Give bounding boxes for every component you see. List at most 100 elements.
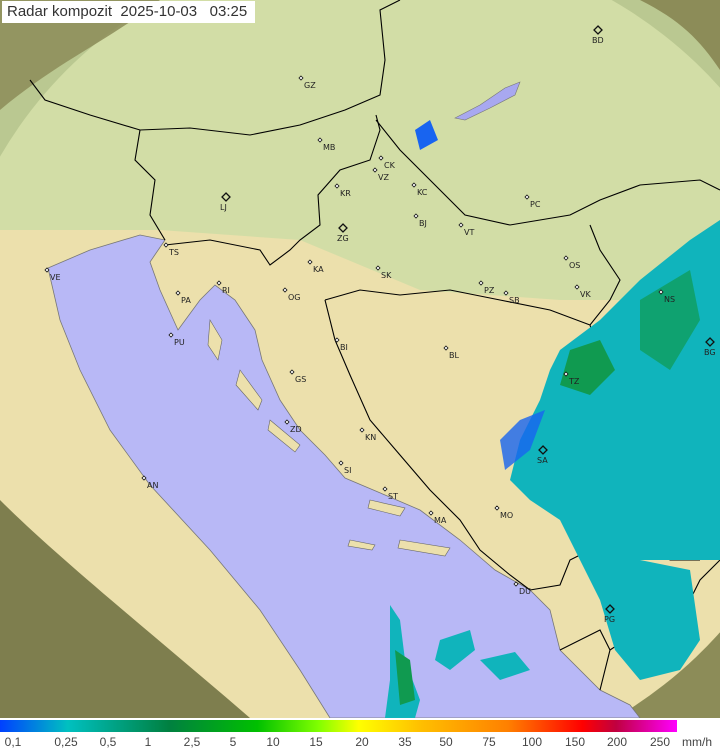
- city-marker-icon: [289, 369, 295, 375]
- city-marker-icon: [338, 223, 348, 233]
- city-label: MO: [500, 511, 513, 520]
- city-label: CK: [384, 161, 396, 170]
- legend-tick: 20: [355, 735, 369, 749]
- city-label: PU: [174, 338, 185, 347]
- city-label: GZ: [304, 81, 316, 90]
- legend-unit: mm/h: [682, 735, 712, 749]
- city-marker-icon: [563, 371, 569, 377]
- city-label: SA: [537, 456, 548, 465]
- city-marker-icon: [334, 337, 340, 343]
- city-marker-icon: [513, 581, 519, 587]
- city-marker-icon: [658, 289, 664, 295]
- title-time: 03:25: [209, 3, 248, 20]
- legend-tick: 10: [266, 735, 280, 749]
- legend-tick: 35: [398, 735, 412, 749]
- city-label: VE: [50, 273, 61, 282]
- city-label: OS: [569, 261, 580, 270]
- alps-dim-area: [0, 0, 160, 110]
- city-label: BG: [704, 348, 716, 357]
- city-label: SI: [344, 466, 351, 475]
- city-marker-icon: [168, 332, 174, 338]
- city-label: SB: [509, 296, 520, 305]
- radar-echoes: [385, 120, 720, 718]
- radar-map[interactable]: GZ BD MB CK VZ KR KC LJ ZG BJ VT PC TS VE KA SK OS RI PA OG…: [0, 0, 720, 718]
- echo-south-3: [480, 652, 530, 680]
- city-marker-icon: [411, 182, 417, 188]
- echo-south-green: [395, 650, 415, 705]
- map-title: Radar kompozit 2025-10-03 03:25: [2, 1, 256, 23]
- city-marker-icon: [478, 280, 484, 286]
- city-label: AN: [147, 481, 158, 490]
- city-marker-icon: [705, 337, 715, 347]
- city-marker-icon: [443, 345, 449, 351]
- city-label: BD: [592, 36, 604, 45]
- city-label: BJ: [419, 219, 427, 228]
- echo-green-core-2: [640, 270, 700, 370]
- lake-balaton: [454, 81, 521, 121]
- city-label: RI: [222, 286, 230, 295]
- city-marker-icon: [359, 427, 365, 433]
- city-marker-icon: [141, 475, 147, 481]
- northeast-out-of-range: [640, 0, 720, 70]
- legend-tick: 15: [309, 735, 323, 749]
- city-marker-icon: [524, 194, 530, 200]
- city-marker-icon: [163, 242, 169, 248]
- city-marker-icon: [413, 213, 419, 219]
- city-marker-icon: [216, 280, 222, 286]
- echo-green-core-1: [560, 340, 615, 395]
- city-marker-icon: [298, 75, 304, 81]
- city-marker-icon: [307, 259, 313, 265]
- city-marker-icon: [503, 290, 509, 296]
- city-marker-icon: [593, 25, 603, 35]
- northern-land-tint: [0, 0, 720, 300]
- city-marker-icon: [44, 267, 50, 273]
- echo-east-blue-edge: [500, 410, 545, 470]
- city-label: MA: [434, 516, 447, 525]
- city-label: TZ: [568, 377, 580, 386]
- legend-tick: 250: [649, 735, 671, 749]
- legend-tick: 200: [606, 735, 628, 749]
- city-marker-icon: [605, 604, 615, 614]
- city-label: TS: [168, 248, 179, 257]
- city-marker-icon: [282, 287, 288, 293]
- city-label: VK: [580, 290, 591, 299]
- echo-south-2: [435, 630, 475, 670]
- echo-southeast: [580, 560, 700, 680]
- city-label: BI: [340, 343, 348, 352]
- legend-tick: 0,5: [99, 735, 117, 749]
- legend-tick: 5: [229, 735, 237, 749]
- echo-hungary: [415, 120, 438, 150]
- city-label: LJ: [220, 203, 227, 212]
- city-label: KA: [313, 265, 324, 274]
- city-marker-icon: [317, 137, 323, 143]
- city-label: SK: [381, 271, 392, 280]
- title-label: Radar kompozit: [7, 3, 113, 20]
- city-markers: GZ BD MB CK VZ KR KC LJ ZG BJ VT PC TS VE KA SK OS RI PA OG…: [44, 25, 716, 624]
- city-marker-icon: [334, 183, 340, 189]
- legend-tick: 150: [564, 735, 586, 749]
- city-label: VZ: [378, 173, 389, 182]
- city-label: PZ: [484, 286, 495, 295]
- city-marker-icon: [382, 486, 388, 492]
- city-label: ST: [388, 492, 398, 501]
- city-label: OG: [288, 293, 301, 302]
- city-label: PA: [181, 296, 191, 305]
- city-marker-icon: [574, 284, 580, 290]
- city-label: KN: [365, 433, 376, 442]
- city-marker-icon: [284, 419, 290, 425]
- city-marker-icon: [338, 460, 344, 466]
- city-marker-icon: [563, 255, 569, 261]
- city-label: KR: [340, 189, 351, 198]
- city-label: ZD: [290, 425, 302, 434]
- legend-color-bar: [0, 720, 677, 732]
- city-marker-icon: [378, 155, 384, 161]
- city-marker-icon: [428, 510, 434, 516]
- city-marker-icon: [375, 265, 381, 271]
- legend-tick: 2,5: [183, 735, 201, 749]
- city-label: DU: [519, 587, 531, 596]
- city-label: PC: [530, 200, 541, 209]
- city-label: ZG: [337, 234, 349, 243]
- city-marker-icon: [175, 290, 181, 296]
- southwest-out-of-range: [0, 500, 250, 718]
